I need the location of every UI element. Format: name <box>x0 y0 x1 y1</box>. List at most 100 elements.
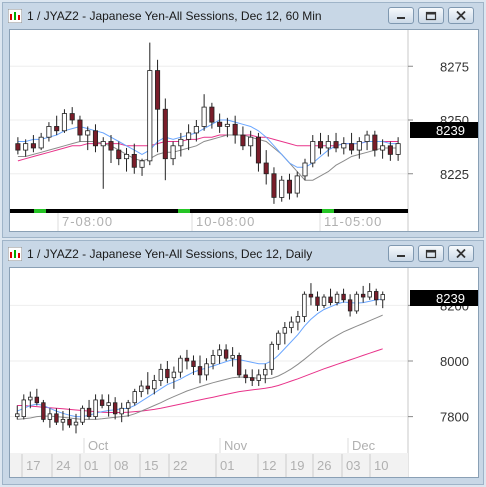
candle <box>256 369 261 387</box>
candle-body <box>30 143 36 149</box>
candle-body <box>356 141 362 151</box>
candle <box>93 394 98 420</box>
y-tick-label: 7800 <box>440 410 469 425</box>
close-button[interactable] <box>448 245 474 262</box>
candle-body <box>108 141 114 151</box>
candle <box>132 388 137 406</box>
day-label: 10 <box>374 458 388 473</box>
candle-body <box>310 141 316 164</box>
candle <box>269 341 274 375</box>
candle-body <box>315 296 320 306</box>
candle <box>263 363 268 384</box>
chart-app-icon <box>8 9 22 23</box>
candle-body <box>46 126 52 138</box>
candle <box>112 397 118 420</box>
candle <box>116 141 122 166</box>
candle <box>123 147 130 172</box>
candle <box>232 115 238 144</box>
candle <box>46 122 52 142</box>
candle-body <box>100 141 106 147</box>
candle-body <box>232 123 238 136</box>
candle-body <box>193 126 199 134</box>
candle <box>145 372 150 395</box>
candle <box>38 132 44 151</box>
candle <box>279 175 285 202</box>
candle <box>23 139 29 157</box>
candle-body <box>23 143 29 151</box>
candle <box>271 167 277 204</box>
candle <box>41 399 46 423</box>
candle <box>310 135 316 168</box>
price-badge-bg <box>410 122 478 138</box>
candle <box>170 141 176 166</box>
candle-body <box>99 399 105 406</box>
candle-body <box>334 293 340 303</box>
candle-body <box>178 138 184 147</box>
candle <box>197 355 203 384</box>
month-label: Nov <box>224 438 248 453</box>
price-badge: 8239 <box>436 291 465 306</box>
candle <box>61 109 67 133</box>
candle-body <box>132 391 137 404</box>
candle-body <box>328 296 333 303</box>
candle <box>92 124 99 153</box>
close-button[interactable] <box>448 7 474 24</box>
titlebar[interactable]: 1 / JYAZ2 - Japanese Yen-All Sessions, D… <box>3 241 483 267</box>
chart-window-60min: 1 / JYAZ2 - Japanese Yen-All Sessions, D… <box>2 2 484 238</box>
candle-body <box>61 113 67 132</box>
candle-body <box>54 126 60 132</box>
candle-body <box>210 355 216 365</box>
candle <box>186 124 192 151</box>
candle <box>210 349 216 370</box>
candle-body <box>248 136 254 147</box>
candle-body <box>230 355 235 359</box>
candle <box>165 361 170 384</box>
day-label: 08 <box>114 458 128 473</box>
candle <box>106 394 111 417</box>
candle <box>224 117 230 138</box>
candle-body <box>217 121 223 127</box>
day-label: 17 <box>26 458 40 473</box>
candle <box>286 173 293 200</box>
candle <box>15 405 20 420</box>
minimize-icon <box>397 17 405 19</box>
candle <box>360 285 366 303</box>
chart-area-60min[interactable]: 8275 8250 8225 8239 7-08:00 10-08:00 11-05:0… <box>9 29 479 232</box>
minimize-button[interactable] <box>388 7 414 24</box>
restore-button[interactable] <box>418 7 444 24</box>
window-title: 1 / JYAZ2 - Japanese Yen-All Sessions, D… <box>27 9 322 23</box>
candle <box>209 102 215 129</box>
ma-slow-line <box>17 348 383 413</box>
restore-button[interactable] <box>418 245 444 262</box>
candle-body <box>333 141 339 149</box>
candle <box>204 358 209 381</box>
candle-body <box>60 419 66 423</box>
candle-body <box>321 296 327 306</box>
candle-body <box>224 123 230 127</box>
candle-body <box>126 402 131 409</box>
candle <box>193 120 199 142</box>
candle <box>99 394 105 409</box>
session-marker <box>178 209 190 213</box>
minimize-button[interactable] <box>388 245 414 262</box>
candle-body <box>77 119 83 136</box>
candle <box>217 113 223 133</box>
candle <box>162 98 168 181</box>
candle-body <box>360 293 366 298</box>
candle <box>21 394 26 420</box>
candle <box>152 374 157 395</box>
candle <box>341 137 347 155</box>
candle <box>321 294 327 309</box>
candle-body <box>69 113 75 121</box>
candle-body <box>367 291 372 298</box>
candle <box>178 132 184 157</box>
titlebar[interactable]: 1 / JYAZ2 - Japanese Yen-All Sessions, D… <box>3 3 483 29</box>
month-label: Oct <box>88 438 109 453</box>
candle-body <box>184 357 190 362</box>
candle <box>126 399 131 417</box>
session-strip <box>10 209 408 213</box>
candle-body <box>67 419 72 426</box>
